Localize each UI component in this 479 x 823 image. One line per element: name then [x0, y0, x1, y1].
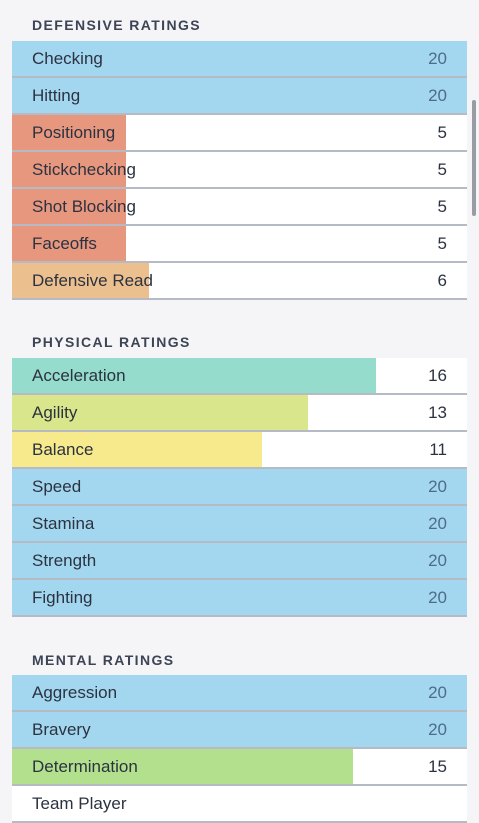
rating-list: Aggression 20 Bravery 20 Determination 15 Team…	[12, 675, 467, 823]
rating-value: 16	[428, 366, 447, 385]
rating-row: Aggression 20	[12, 675, 467, 712]
rating-value: 5	[437, 234, 447, 253]
rating-bar	[12, 580, 467, 615]
rating-value: 20	[428, 588, 447, 607]
rating-row: Speed 20	[12, 469, 467, 506]
rating-bar	[12, 395, 308, 430]
rating-row: Determination 15	[12, 749, 467, 786]
rating-row: Acceleration 16	[12, 358, 467, 395]
rating-row: Defensive Read 6	[12, 263, 467, 300]
rating-value: 20	[428, 720, 447, 739]
rating-row: Faceoffs 5	[12, 226, 467, 263]
rating-bar	[12, 115, 126, 150]
rating-bar	[12, 263, 149, 298]
rating-row: Hitting 20	[12, 78, 467, 115]
rating-row: Shot Blocking 5	[12, 189, 467, 226]
rating-list: Acceleration 16 Agility 13 Balance 11 Speed 20 S…	[12, 358, 467, 617]
rating-bar	[12, 506, 467, 541]
section-title: PHYSICAL RATINGS	[32, 334, 191, 350]
rating-label: Defensive Read	[32, 271, 153, 290]
rating-row: Team Player	[12, 786, 467, 823]
rating-value: 15	[428, 757, 447, 776]
rating-bar	[12, 358, 376, 393]
rating-label: Agility	[32, 403, 78, 422]
rating-value: 20	[428, 683, 447, 702]
rating-value: 6	[437, 271, 447, 290]
scrollbar[interactable]	[472, 100, 476, 216]
rating-value: 20	[428, 477, 447, 496]
section-title: MENTAL RATINGS	[32, 652, 175, 668]
rating-row: Fighting 20	[12, 580, 467, 617]
rating-label: Strength	[32, 551, 97, 570]
rating-label: Fighting	[32, 588, 93, 607]
rating-row: Positioning 5	[12, 115, 467, 152]
rating-label: Team Player	[32, 794, 127, 813]
rating-label: Positioning	[32, 123, 116, 142]
rating-label: Checking	[32, 49, 103, 68]
rating-row: Balance 11	[12, 432, 467, 469]
rating-label: Stickchecking	[32, 160, 136, 179]
rating-label: Acceleration	[32, 366, 126, 385]
rating-row: Stamina 20	[12, 506, 467, 543]
rating-bar	[12, 152, 126, 187]
rating-value: 20	[428, 86, 447, 105]
rating-label: Hitting	[32, 86, 81, 105]
rating-label: Determination	[32, 757, 138, 776]
rating-value: 20	[428, 551, 447, 570]
rating-bar	[12, 432, 263, 467]
rating-row: Checking 20	[12, 41, 467, 78]
rating-bar	[12, 469, 467, 504]
rating-row: Strength 20	[12, 543, 467, 580]
rating-row: Agility 13	[12, 395, 467, 432]
rating-bar	[12, 226, 126, 261]
rating-row: Stickchecking 5	[12, 152, 467, 189]
rating-value: 20	[428, 514, 447, 533]
rating-value: 20	[428, 49, 447, 68]
rating-bar	[12, 189, 126, 224]
rating-label: Aggression	[32, 683, 118, 702]
rating-bar	[12, 78, 467, 113]
rating-value: 11	[429, 440, 447, 459]
rating-value: 13	[428, 403, 447, 422]
rating-bar	[12, 543, 467, 578]
rating-label: Faceoffs	[32, 234, 97, 253]
rating-label: Balance	[32, 440, 94, 459]
rating-value: 5	[437, 160, 447, 179]
rating-bar	[12, 41, 467, 76]
rating-label: Shot Blocking	[32, 197, 136, 216]
section-title: DEFENSIVE RATINGS	[32, 17, 202, 33]
rating-row: Bravery 20	[12, 712, 467, 749]
rating-label: Bravery	[32, 720, 91, 739]
rating-value: 5	[437, 123, 447, 142]
rating-bar	[12, 712, 467, 747]
screen: DEFENSIVE RATINGS Checking 20 Hitting 20 Posi…	[12, 17, 476, 823]
rating-list: Checking 20 Hitting 20 Positioning 5 Stickchec…	[12, 41, 467, 300]
rating-bar	[12, 675, 467, 710]
rating-value: 5	[437, 197, 447, 216]
rating-label: Speed	[32, 477, 82, 496]
rating-label: Stamina	[32, 514, 95, 533]
rating-bar	[12, 749, 354, 784]
